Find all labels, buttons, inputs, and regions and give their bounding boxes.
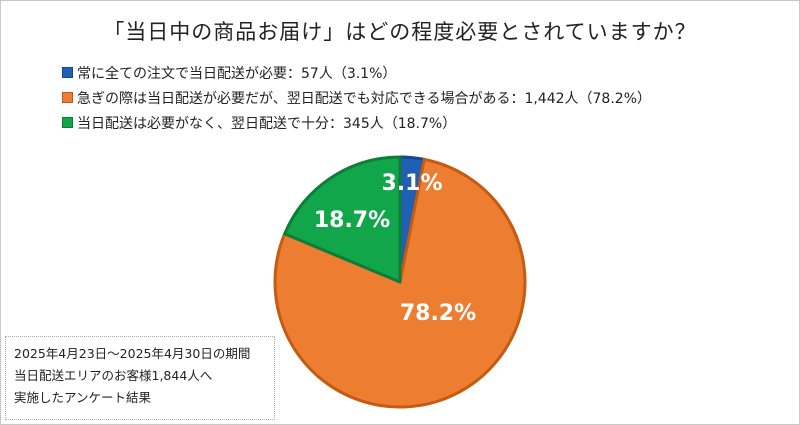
legend-swatch-blue bbox=[62, 67, 73, 78]
slice-data-label: 3.1% bbox=[381, 171, 442, 196]
legend-label: 常に全ての注文で当日配送が必要：57人（3.1%） bbox=[77, 65, 397, 82]
note-line: 2025年4月23日～2025年4月30日の期間 bbox=[14, 346, 251, 361]
pie-slice bbox=[283, 155, 402, 284]
legend-item: 常に全ての注文で当日配送が必要：57人（3.1%） bbox=[62, 60, 651, 85]
legend-swatch-orange bbox=[62, 92, 73, 103]
note-line: 実施したアンケート結果 bbox=[14, 390, 152, 405]
legend-label: 急ぎの際は当日配送が必要だが、翌日配送でも対応できる場合がある：1,442人（7… bbox=[77, 90, 651, 107]
note-line: 当日配送エリアのお客様1,844人へ bbox=[14, 368, 213, 383]
legend: 常に全ての注文で当日配送が必要：57人（3.1%） 急ぎの際は当日配送が必要だが… bbox=[62, 60, 651, 135]
legend-label: 当日配送は必要がなく、翌日配送で十分：345人（18.7%） bbox=[77, 115, 457, 132]
slice-data-label: 78.2% bbox=[400, 301, 476, 326]
survey-note: 2025年4月23日～2025年4月30日の期間 当日配送エリアのお客様1,84… bbox=[5, 336, 275, 420]
legend-swatch-green bbox=[62, 117, 73, 128]
chart-title: 「当日中の商品お届け」はどの程度必要とされていますか？ bbox=[103, 20, 697, 44]
slice-data-label: 18.7% bbox=[314, 208, 390, 233]
legend-item: 急ぎの際は当日配送が必要だが、翌日配送でも対応できる場合がある：1,442人（7… bbox=[62, 85, 651, 110]
legend-item: 当日配送は必要がなく、翌日配送で十分：345人（18.7%） bbox=[62, 110, 651, 135]
